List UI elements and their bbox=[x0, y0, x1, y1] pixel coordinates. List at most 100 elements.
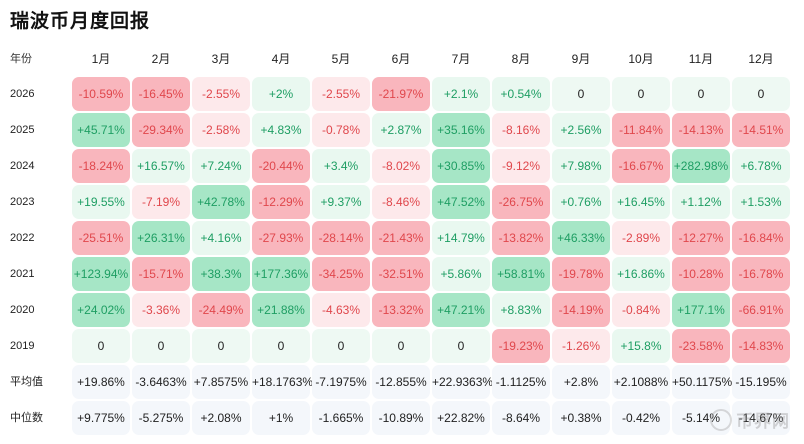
month-header: 1月 bbox=[91, 52, 111, 66]
stat-cell: +50.1175% bbox=[672, 365, 732, 399]
return-cell: -14.13% bbox=[672, 113, 730, 147]
year-label: 2025 bbox=[10, 124, 35, 136]
watermark: 币界网 bbox=[710, 407, 790, 432]
coin-logo-icon bbox=[710, 408, 732, 431]
row-header-label: 年份 bbox=[10, 53, 32, 65]
stat-label: 中位数 bbox=[10, 412, 43, 424]
return-cell: +6.78% bbox=[732, 149, 790, 183]
return-cell: +42.78% bbox=[192, 185, 250, 219]
return-cell: +16.86% bbox=[612, 257, 670, 291]
return-cell: +2.1% bbox=[432, 77, 490, 111]
return-cell: -12.27% bbox=[672, 221, 730, 255]
return-cell: +24.02% bbox=[72, 293, 130, 327]
return-cell: +58.81% bbox=[492, 257, 550, 291]
year-label: 2019 bbox=[10, 340, 35, 352]
return-cell: 0 bbox=[672, 77, 730, 111]
year-label: 2024 bbox=[10, 160, 35, 172]
return-cell: +30.85% bbox=[432, 149, 490, 183]
stat-cell: -1.1125% bbox=[492, 365, 550, 399]
month-header-row: 年份 1月 2月 3月 4月 5月 6月 7月 8月 9月 10月 11月 12月 bbox=[0, 50, 804, 70]
year-row: 2023 +19.55% -7.19% +42.78% -12.29% +9.37% -8.… bbox=[0, 184, 804, 220]
return-cell: -11.84% bbox=[612, 113, 670, 147]
stat-cell: -3.6463% bbox=[132, 365, 190, 399]
return-cell: 0 bbox=[372, 329, 430, 363]
return-cell: +15.8% bbox=[612, 329, 670, 363]
return-cell: -14.51% bbox=[732, 113, 790, 147]
return-cell: 0 bbox=[252, 329, 310, 363]
stat-cell: +22.9363% bbox=[432, 365, 493, 399]
stat-cell: -0.42% bbox=[612, 401, 670, 435]
return-cell: +14.79% bbox=[432, 221, 490, 255]
stat-cell: +7.8575% bbox=[192, 365, 250, 399]
return-cell: -10.59% bbox=[72, 77, 130, 111]
return-cell: +177.36% bbox=[252, 257, 310, 291]
return-cell: -2.55% bbox=[192, 77, 250, 111]
stat-cell: +2.08% bbox=[192, 401, 250, 435]
return-cell: +9.37% bbox=[312, 185, 370, 219]
return-cell: +1.53% bbox=[732, 185, 790, 219]
stat-cell: -15.195% bbox=[732, 365, 790, 399]
return-cell: -26.75% bbox=[492, 185, 550, 219]
month-header: 5月 bbox=[331, 52, 351, 66]
month-header: 4月 bbox=[271, 52, 291, 66]
return-cell: -24.49% bbox=[192, 293, 250, 327]
return-cell: -1.26% bbox=[552, 329, 610, 363]
return-cell: 0 bbox=[72, 329, 130, 363]
return-cell: 0 bbox=[432, 329, 490, 363]
return-cell: +38.3% bbox=[192, 257, 250, 291]
return-cell: +7.24% bbox=[192, 149, 250, 183]
return-cell: +4.16% bbox=[192, 221, 250, 255]
return-cell: +282.98% bbox=[672, 149, 730, 183]
return-cell: +21.88% bbox=[252, 293, 310, 327]
return-cell: 0 bbox=[612, 77, 670, 111]
return-cell: -7.19% bbox=[132, 185, 190, 219]
return-cell: -27.93% bbox=[252, 221, 310, 255]
return-cell: -10.28% bbox=[672, 257, 730, 291]
return-cell: -23.58% bbox=[672, 329, 730, 363]
year-row: 2022 -25.51% +26.31% +4.16% -27.93% -28.14% -2… bbox=[0, 220, 804, 256]
return-cell: +7.98% bbox=[552, 149, 610, 183]
return-cell: -2.55% bbox=[312, 77, 370, 111]
return-cell: -20.44% bbox=[252, 149, 310, 183]
return-cell: +35.16% bbox=[432, 113, 490, 147]
return-cell: -8.16% bbox=[492, 113, 550, 147]
return-cell: -19.78% bbox=[552, 257, 610, 291]
stat-cell: -14.67% bbox=[732, 401, 790, 435]
year-row: 2024 -18.24% +16.57% +7.24% -20.44% +3.4% -8.0… bbox=[0, 148, 804, 184]
year-label: 2023 bbox=[10, 196, 35, 208]
stat-cell: +22.82% bbox=[432, 401, 490, 435]
return-cell: +46.33% bbox=[552, 221, 610, 255]
return-cell: -16.67% bbox=[612, 149, 670, 183]
return-cell: -66.91% bbox=[732, 293, 790, 327]
month-header: 2月 bbox=[151, 52, 171, 66]
return-cell: -0.84% bbox=[612, 293, 670, 327]
return-cell: +5.86% bbox=[432, 257, 490, 291]
year-row: 2025 +45.71% -29.34% -2.58% +4.83% -0.78% +2.8… bbox=[0, 112, 804, 148]
stat-cell: -7.1975% bbox=[312, 365, 370, 399]
return-cell: -25.51% bbox=[72, 221, 130, 255]
return-cell: +47.21% bbox=[432, 293, 490, 327]
return-cell: -34.25% bbox=[312, 257, 370, 291]
return-cell: +45.71% bbox=[72, 113, 130, 147]
month-header: 10月 bbox=[628, 52, 654, 66]
return-cell: +16.45% bbox=[612, 185, 670, 219]
return-cell: -32.51% bbox=[372, 257, 430, 291]
return-cell: +1.12% bbox=[672, 185, 730, 219]
return-cell: +0.54% bbox=[492, 77, 550, 111]
return-cell: -14.83% bbox=[732, 329, 790, 363]
return-cell: 0 bbox=[552, 77, 610, 111]
stat-cell: +9.775% bbox=[72, 401, 130, 435]
year-row: 2026 -10.59% -16.45% -2.55% +2% -2.55% -21.97%… bbox=[0, 76, 804, 112]
return-cell: +8.83% bbox=[492, 293, 550, 327]
return-cell: -19.23% bbox=[492, 329, 550, 363]
return-cell: -29.34% bbox=[132, 113, 190, 147]
median-row: 中位数 +9.775% -5.275% +2.08% +1% -1.665% -10.89%… bbox=[0, 400, 804, 436]
month-header: 12月 bbox=[748, 52, 774, 66]
return-cell: -14.19% bbox=[552, 293, 610, 327]
return-cell: +4.83% bbox=[252, 113, 310, 147]
watermark-text: 币界网 bbox=[736, 412, 790, 431]
return-cell: -8.02% bbox=[372, 149, 430, 183]
return-cell: -28.14% bbox=[312, 221, 370, 255]
return-cell: -9.12% bbox=[492, 149, 550, 183]
year-label: 2022 bbox=[10, 232, 35, 244]
